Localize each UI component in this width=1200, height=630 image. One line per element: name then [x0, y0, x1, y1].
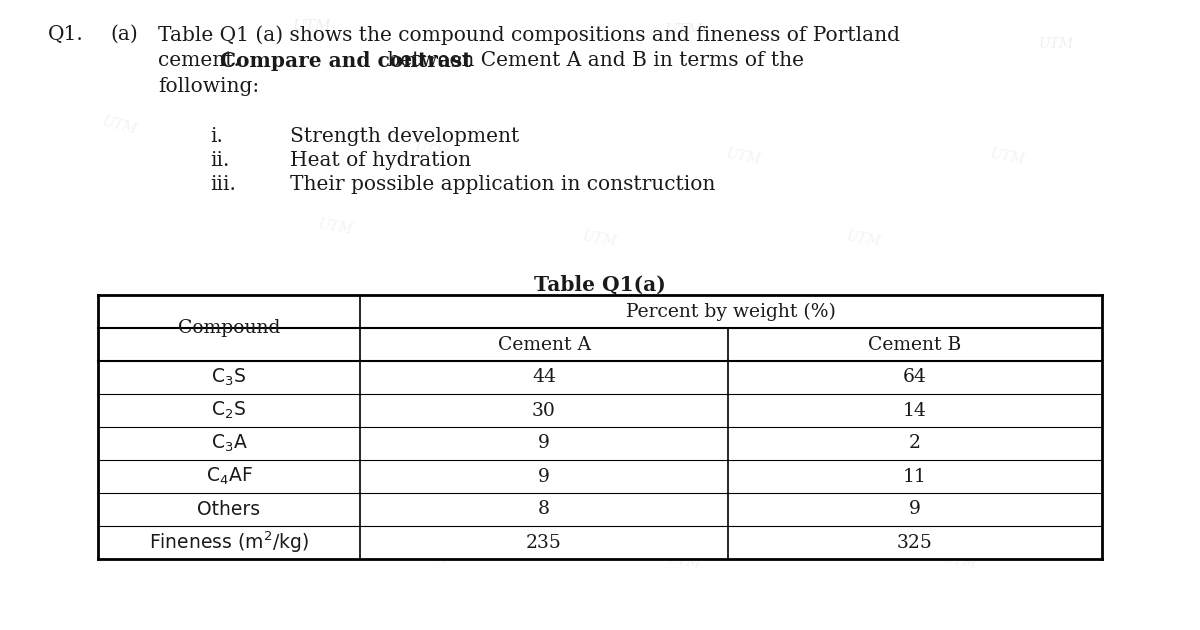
Text: Their possible application in construction: Their possible application in constructi… — [290, 175, 715, 194]
Text: UTM: UTM — [726, 147, 762, 168]
Text: Compare and contrast: Compare and contrast — [220, 51, 472, 71]
Text: $\mathregular{C_3S}$: $\mathregular{C_3S}$ — [211, 367, 246, 388]
Text: UTM: UTM — [102, 544, 138, 564]
Text: Q1.: Q1. — [48, 25, 84, 44]
Text: UTM: UTM — [666, 384, 702, 404]
Text: Compound: Compound — [178, 319, 280, 337]
Text: UTM: UTM — [414, 547, 450, 568]
Text: 64: 64 — [904, 369, 926, 386]
Text: UTM: UTM — [414, 141, 450, 161]
Text: ii.: ii. — [210, 151, 229, 170]
Text: UTM: UTM — [414, 381, 450, 401]
Text: UTM: UTM — [702, 302, 738, 322]
Text: 30: 30 — [532, 401, 556, 420]
Text: Percent by weight (%): Percent by weight (%) — [626, 302, 836, 321]
Text: UTM: UTM — [918, 466, 954, 486]
Text: UTM: UTM — [846, 229, 882, 249]
Text: 9: 9 — [538, 435, 550, 452]
Text: (a): (a) — [110, 25, 138, 44]
Text: 11: 11 — [904, 467, 926, 486]
Text: 44: 44 — [532, 369, 556, 386]
Text: UTM: UTM — [665, 23, 703, 37]
Text: UTM: UTM — [438, 299, 474, 319]
Text: $\mathregular{C_2S}$: $\mathregular{C_2S}$ — [211, 400, 246, 421]
Text: Strength development: Strength development — [290, 127, 520, 146]
Text: between Cement A and B in terms of the: between Cement A and B in terms of the — [382, 51, 804, 70]
Text: i.: i. — [210, 127, 223, 146]
Text: Fineness (m$^2$/kg): Fineness (m$^2$/kg) — [149, 530, 308, 555]
Text: UTM: UTM — [1038, 37, 1074, 51]
Text: 325: 325 — [898, 534, 932, 551]
Text: UTM: UTM — [293, 20, 331, 33]
Text: UTM: UTM — [582, 229, 618, 249]
Text: 235: 235 — [526, 534, 562, 551]
Text: UTM: UTM — [942, 551, 978, 571]
Text: Others: Others — [198, 500, 260, 519]
Text: UTM: UTM — [930, 384, 966, 404]
Text: UTM: UTM — [666, 464, 702, 484]
Text: 14: 14 — [904, 401, 926, 420]
Text: $\mathregular{C_4AF}$: $\mathregular{C_4AF}$ — [205, 466, 252, 487]
Text: UTM: UTM — [966, 305, 1002, 325]
Text: 8: 8 — [538, 500, 550, 518]
Text: 9: 9 — [910, 500, 920, 518]
Text: following:: following: — [158, 77, 259, 96]
Text: cement.: cement. — [158, 51, 246, 70]
Text: Cement B: Cement B — [869, 336, 961, 353]
Text: Heat of hydration: Heat of hydration — [290, 151, 472, 170]
Text: Table Q1 (a) shows the compound compositions and fineness of Portland: Table Q1 (a) shows the compound composit… — [158, 25, 900, 45]
Text: $\mathregular{C_3A}$: $\mathregular{C_3A}$ — [210, 433, 247, 454]
Text: UTM: UTM — [101, 115, 139, 137]
Text: Cement A: Cement A — [498, 336, 590, 353]
Text: UTM: UTM — [414, 462, 450, 483]
Text: 9: 9 — [538, 467, 550, 486]
Text: Table Q1(a): Table Q1(a) — [534, 275, 666, 295]
Text: UTM: UTM — [318, 217, 354, 237]
Text: iii.: iii. — [210, 175, 236, 194]
Text: 2: 2 — [910, 435, 922, 452]
Bar — [98, 295, 1102, 559]
Text: UTM: UTM — [990, 147, 1026, 168]
Text: UTM: UTM — [666, 551, 702, 571]
